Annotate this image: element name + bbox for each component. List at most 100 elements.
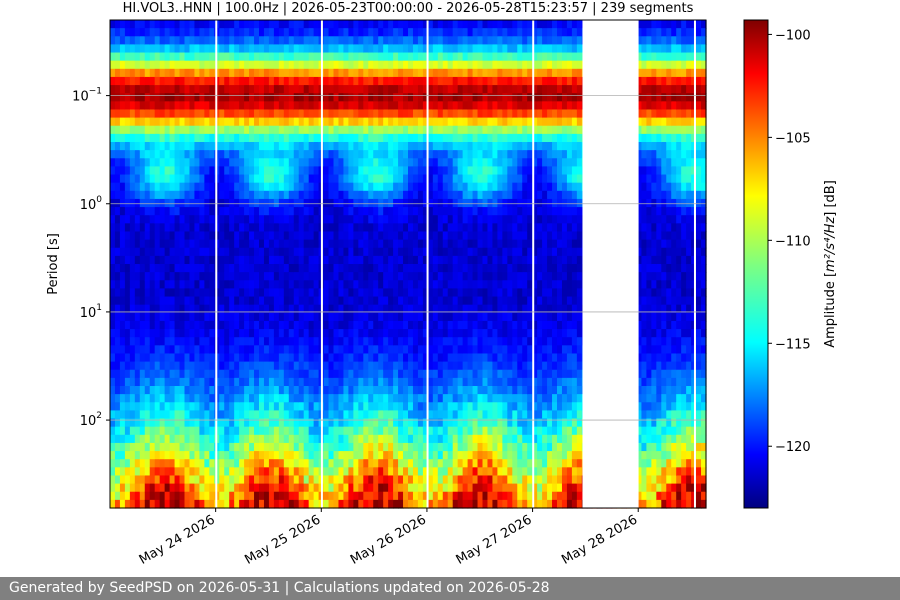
heatmap-cell [259,459,265,468]
heatmap-cell [129,36,136,45]
heatmap-cell [358,239,364,249]
heatmap-cell [457,52,464,62]
heatmap-cell [189,304,196,314]
heatmap-cell [373,402,379,411]
heatmap-cell [427,475,434,485]
heatmap-cell [254,182,260,192]
heatmap-cell [313,117,320,127]
heatmap-cell [263,264,270,273]
heatmap-cell [353,247,359,257]
heatmap-cell [467,386,474,395]
heatmap-cell [254,85,260,94]
heatmap-cell [328,158,335,167]
heatmap-cell [398,36,404,45]
heatmap-cell [408,28,414,37]
heatmap-cell [373,101,379,111]
heatmap-cell [308,483,315,493]
heatmap-cell [383,93,389,102]
heatmap-cell [393,231,399,241]
heatmap-cell [293,239,300,249]
heatmap-cell [278,353,285,363]
heatmap-cell [492,142,498,151]
heatmap-cell [388,125,394,135]
heatmap-cell [373,44,379,54]
heatmap-cell [179,158,186,167]
heatmap-cell [259,499,265,509]
heatmap-cell [114,247,121,257]
heatmap-cell [169,133,176,143]
heatmap-cell [477,483,484,493]
heatmap-cell [273,353,280,363]
heatmap-cell [179,190,186,200]
heatmap-cell [124,76,131,86]
heatmap-cell [204,345,210,355]
heatmap-cell [273,345,280,355]
heatmap-cell [199,418,205,428]
heatmap-cell [333,418,340,428]
heatmap-cell [119,410,126,420]
heatmap-cell [308,296,315,306]
heatmap-cell [189,369,196,379]
heatmap-cell [363,85,369,94]
heatmap-cell [254,198,260,208]
heatmap-cell [512,320,518,330]
heatmap-cell [179,223,186,233]
heatmap-cell [124,312,131,322]
heatmap-cell [393,247,399,257]
heatmap-cell [114,442,121,452]
heatmap-cell [522,44,528,54]
heatmap-cell [139,459,146,468]
heatmap-cell [189,280,196,289]
heatmap-cell [239,434,245,444]
heatmap-cell [268,52,275,62]
heatmap-cell [348,36,354,45]
heatmap-cell [378,93,384,102]
heatmap-cell [512,28,518,37]
heatmap-cell [363,182,369,192]
heatmap-cell [477,353,484,363]
heatmap-cell [393,93,399,102]
heatmap-cell [184,44,191,54]
heatmap-cell [422,166,429,176]
heatmap-cell [139,280,146,289]
heatmap-cell [408,150,414,159]
heatmap-cell [373,467,379,477]
heatmap-cell [169,369,176,379]
heatmap-cell [447,174,454,184]
heatmap-cell [263,280,270,289]
heatmap-cell [298,320,305,330]
heatmap-cell [512,402,518,411]
heatmap-cell [273,182,280,192]
heatmap-cell [437,150,444,159]
heatmap-cell [422,76,429,86]
heatmap-cell [487,198,494,208]
heatmap-cell [363,329,369,338]
heatmap-cell [288,215,295,224]
heatmap-cell [457,231,464,241]
heatmap-cell [467,394,474,403]
heatmap-cell [229,377,235,387]
heatmap-cell [283,475,290,485]
heatmap-cell [268,280,275,289]
heatmap-cell [477,231,484,241]
heatmap-cell [323,231,330,241]
heatmap-cell [447,60,454,70]
heatmap-cell [447,117,454,127]
heatmap-cell [184,28,191,37]
heatmap-cell [209,93,215,102]
heatmap-cell [224,85,230,94]
heatmap-cell [209,76,215,86]
heatmap-cell [278,394,285,403]
heatmap-cell [244,76,250,86]
heatmap-cell [358,198,364,208]
heatmap-cell [159,20,166,29]
heatmap-cell [442,36,449,45]
heatmap-cell [174,329,181,338]
heatmap-cell [403,174,409,184]
heatmap-cell [273,60,280,70]
heatmap-cell [403,231,409,241]
heatmap-cell [348,353,354,363]
heatmap-cell [388,52,394,62]
heatmap-cell [383,109,389,119]
heatmap-cell [159,345,166,355]
